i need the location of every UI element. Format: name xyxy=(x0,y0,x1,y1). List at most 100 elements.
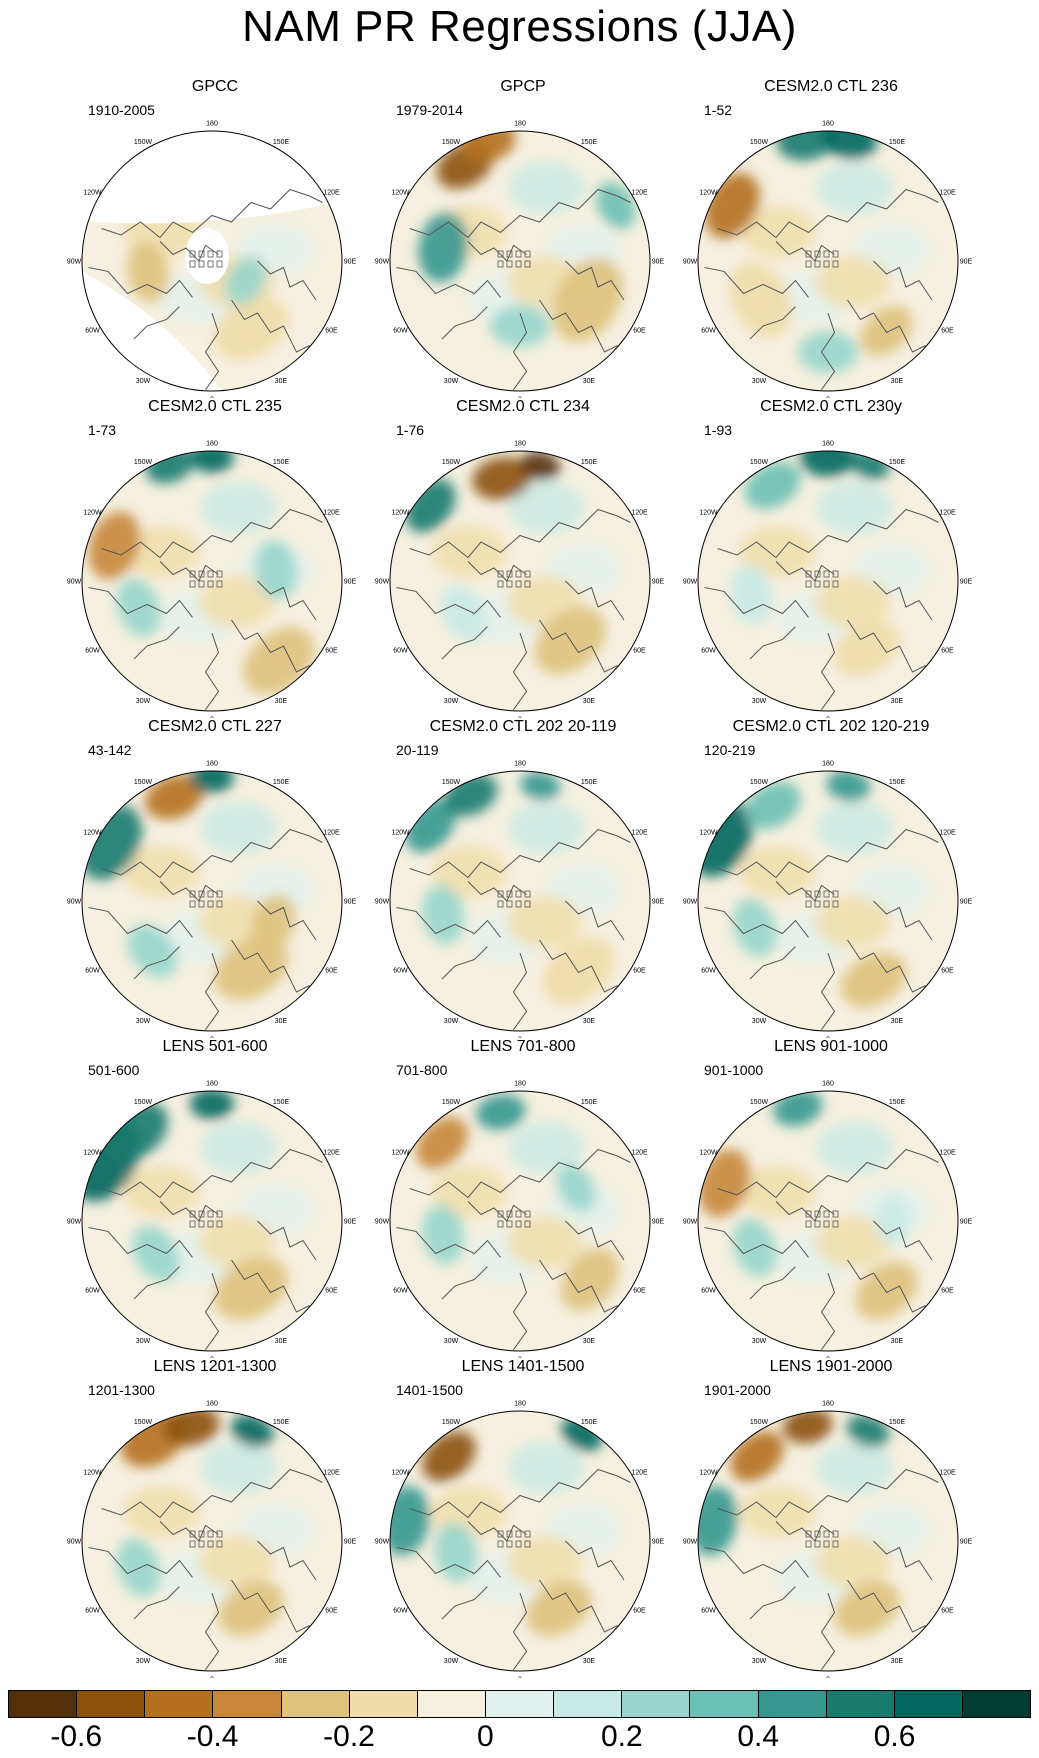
panel-period: 1901-2000 xyxy=(704,1382,771,1398)
longitude-label: 180 xyxy=(514,761,526,768)
coastline xyxy=(159,561,219,582)
longitude-label: 120W xyxy=(699,1470,718,1477)
coastline xyxy=(101,1148,323,1199)
island-outline xyxy=(524,1220,531,1228)
longitude-label: 120E xyxy=(631,830,648,837)
longitude-label: 30W xyxy=(136,378,151,385)
longitude-label: 60E xyxy=(941,1288,954,1295)
longitude-label: 120W xyxy=(83,1150,102,1157)
longitude-label: 30W xyxy=(752,698,767,705)
island-outline xyxy=(832,250,839,258)
coastline xyxy=(396,267,501,298)
coastline xyxy=(565,1540,625,1581)
longitude-label: 150W xyxy=(134,1099,153,1106)
longitude-label: 180 xyxy=(206,121,218,128)
island-outline xyxy=(189,570,196,578)
anomaly-patch xyxy=(846,1414,890,1448)
coastline xyxy=(133,1266,180,1300)
island-outline xyxy=(216,890,223,898)
island-outline xyxy=(814,1530,821,1538)
coastline xyxy=(539,1579,618,1633)
island-outline xyxy=(805,1220,812,1228)
anomaly-patch xyxy=(596,182,636,230)
longitude-label: 60W xyxy=(701,1608,716,1615)
panel-title: CESM2.0 CTL 236 xyxy=(764,78,898,95)
anomaly-patch xyxy=(739,1165,816,1218)
map-panel: LENS 1901-2000 1901-2000 180 150E 120E 90E 60E… xyxy=(676,1358,986,1678)
island-outline xyxy=(198,570,205,578)
map-boundary xyxy=(697,1410,959,1672)
polar-map: 180 150E 120E 90E 60E 30E 0 30W 60W 90W 120W 150W xyxy=(683,1081,973,1359)
island-outline xyxy=(524,900,531,908)
island-outline xyxy=(515,890,522,898)
map-panel: GPCP 1979-2014 180 150E 120E 90E 60E 30E 0 30W 60W… xyxy=(368,78,678,398)
colorbar-box xyxy=(894,1691,963,1717)
anomaly-patch xyxy=(744,461,801,509)
colorbar-box xyxy=(690,1691,759,1717)
longitude-label: 150W xyxy=(442,1419,461,1426)
island-outline xyxy=(805,260,812,268)
panel-title: GPCC xyxy=(191,78,239,95)
coastline xyxy=(88,267,193,298)
longitude-label: 150W xyxy=(442,1099,461,1106)
island-outline xyxy=(832,1540,839,1548)
panel-title: GPCP xyxy=(500,78,546,95)
coastline xyxy=(717,1468,939,1519)
panel-period: 20-119 xyxy=(396,742,439,758)
anomaly-patch xyxy=(490,305,550,347)
longitude-label: 0 xyxy=(518,397,522,399)
island-outline xyxy=(506,1220,513,1228)
longitude-label: 120E xyxy=(631,190,648,197)
coastline xyxy=(704,267,809,298)
map-boundary xyxy=(389,450,651,712)
polar-map: 180 150E 120E 90E 60E 30E 0 30W 60W 90W 120W 150W xyxy=(375,1081,665,1359)
coastline xyxy=(257,580,317,621)
longitude-label: 30E xyxy=(891,378,904,385)
polar-map: 180 150E 120E 90E 60E 30E 0 30W 60W 90W 120W 150W xyxy=(375,1401,665,1679)
longitude-label: 0 xyxy=(518,1037,522,1039)
anomaly-patch xyxy=(506,1215,583,1268)
colorbar-box xyxy=(9,1691,78,1717)
panel-title: LENS 501-600 xyxy=(162,1038,268,1055)
longitude-label: 150W xyxy=(134,1419,153,1426)
coastline xyxy=(441,1266,488,1300)
island-outline xyxy=(216,1540,223,1548)
longitude-label: 60W xyxy=(393,968,408,975)
colorbar-tick-label: 0.4 xyxy=(737,1720,780,1753)
island-outline xyxy=(189,1210,196,1218)
map-boundary xyxy=(697,770,959,1032)
longitude-label: 90W xyxy=(375,1539,390,1546)
anomaly-patch xyxy=(213,937,289,1000)
panel-period: 1401-1500 xyxy=(396,1382,463,1398)
island-outline xyxy=(515,250,522,258)
island-outline xyxy=(515,570,522,578)
longitude-label: 30W xyxy=(752,1018,767,1025)
longitude-label: 60W xyxy=(701,1288,716,1295)
coastline xyxy=(88,907,193,938)
island-outline xyxy=(814,1210,821,1218)
longitude-label: 90W xyxy=(683,579,698,586)
island-outline xyxy=(515,1530,522,1538)
anomaly-patch xyxy=(776,131,837,161)
anomaly-patch xyxy=(729,262,792,338)
longitude-label: 180 xyxy=(514,441,526,448)
coastline xyxy=(409,508,631,559)
anomaly-patch xyxy=(213,297,289,360)
coastline xyxy=(539,299,618,353)
map-boundary xyxy=(81,1090,343,1352)
coastline xyxy=(565,580,625,621)
panel-title: CESM2.0 CTL 230y xyxy=(760,398,902,415)
longitude-label: 60E xyxy=(325,1608,338,1615)
coastline xyxy=(159,241,219,262)
island-outline xyxy=(805,580,812,588)
longitude-label: 90E xyxy=(344,1219,357,1226)
island-outline xyxy=(832,580,839,588)
longitude-label: 90W xyxy=(375,899,390,906)
longitude-label: 150W xyxy=(442,459,461,466)
longitude-label: 120E xyxy=(631,1470,648,1477)
coastline xyxy=(409,1468,631,1519)
island-outline xyxy=(524,250,531,258)
longitude-label: 30W xyxy=(136,1658,151,1665)
longitude-label: 90W xyxy=(67,579,82,586)
longitude-label: 120E xyxy=(631,510,648,517)
